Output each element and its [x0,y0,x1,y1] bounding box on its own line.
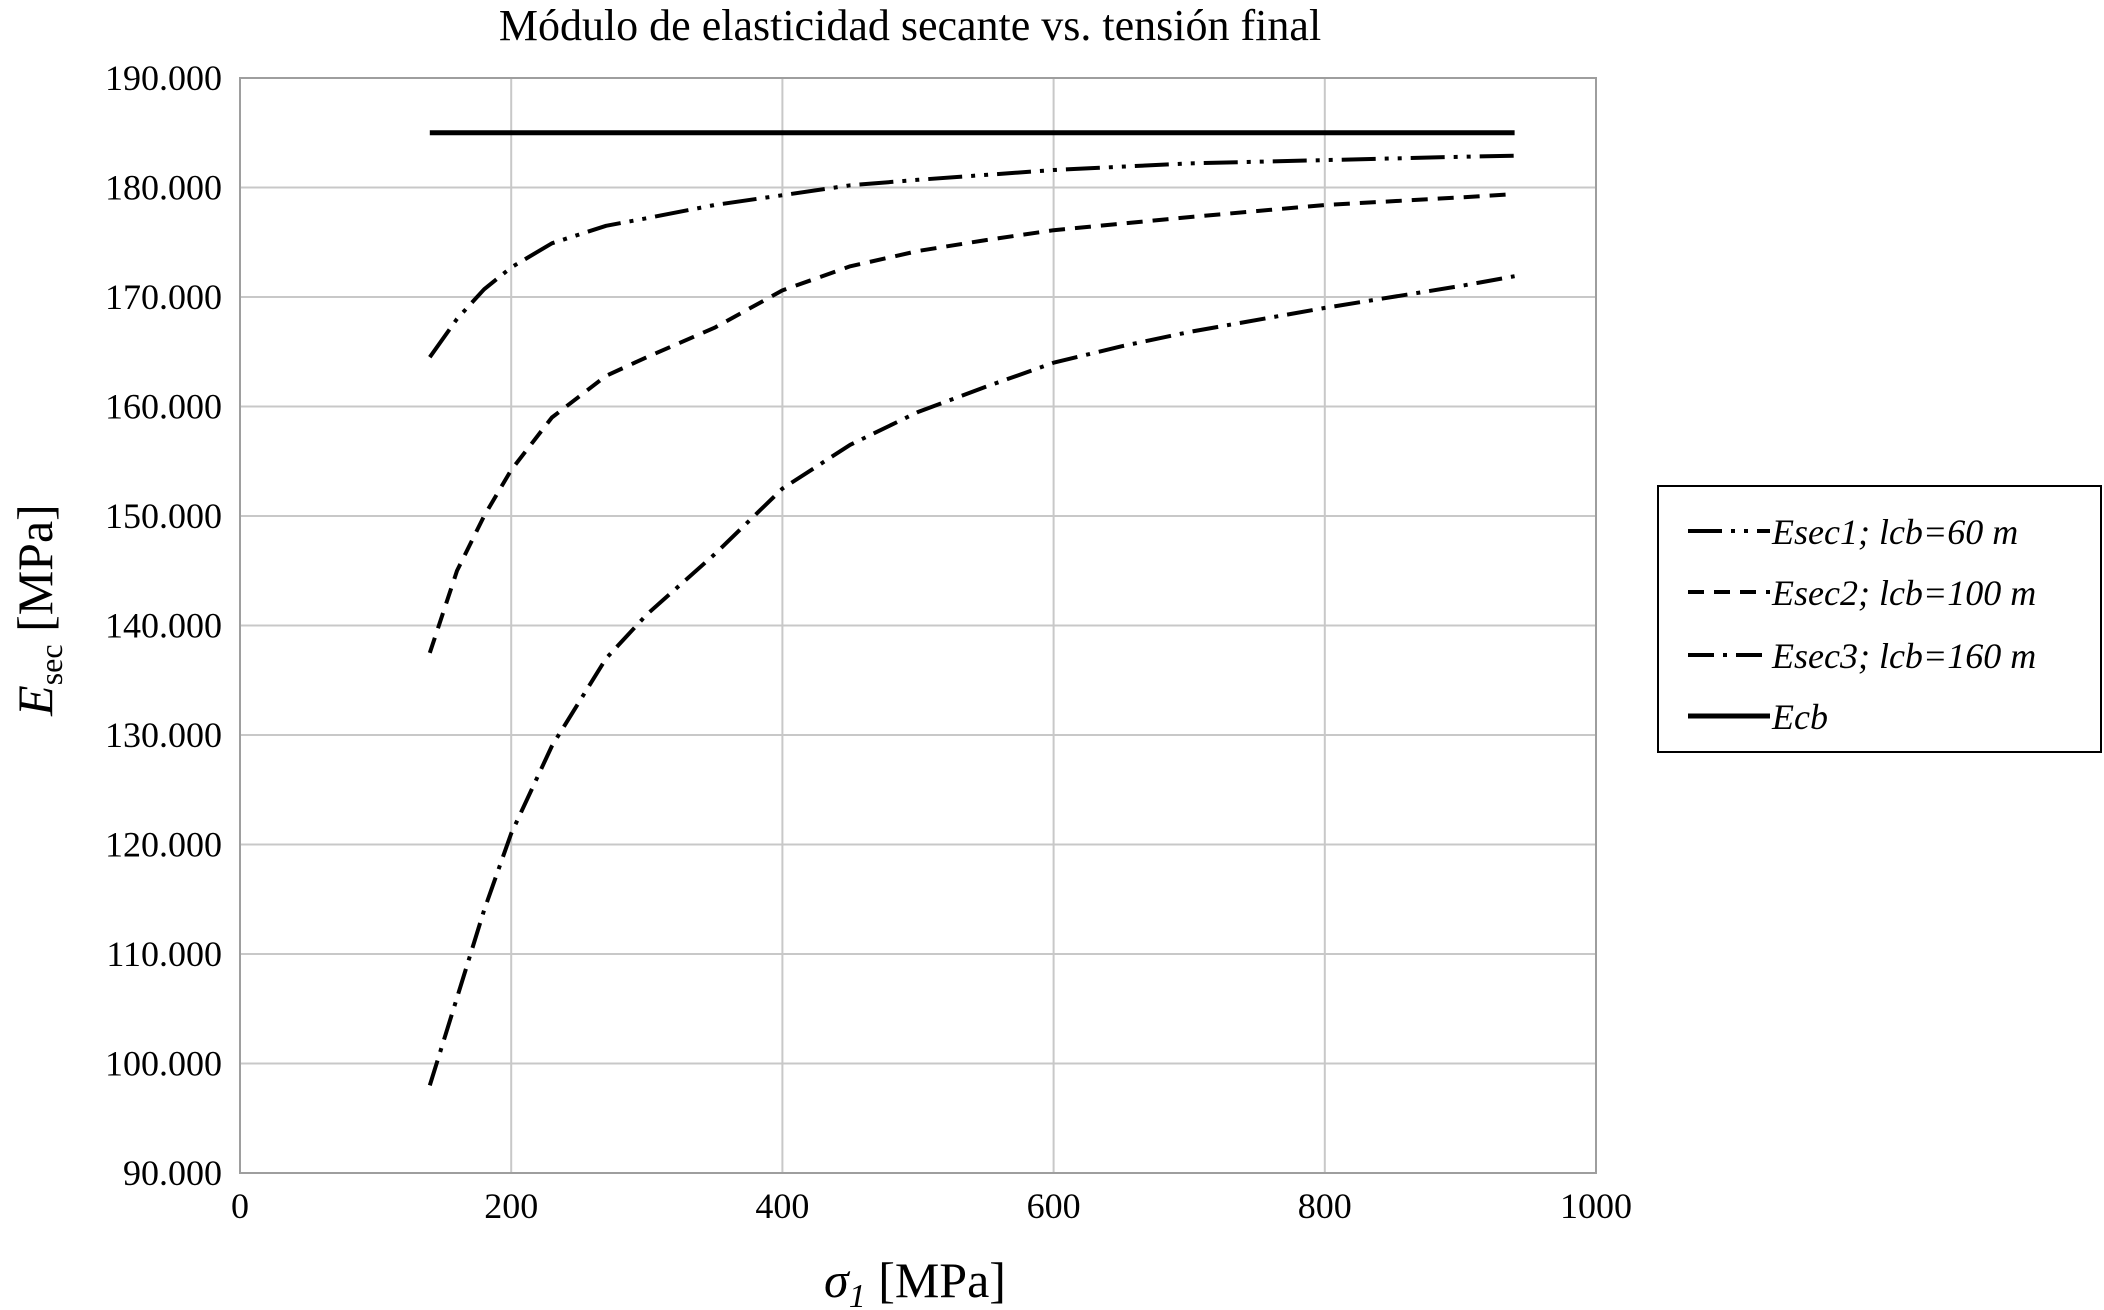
chart-title: Módulo de elasticidad secante vs. tensió… [499,1,1321,50]
x-tick-label: 200 [484,1186,538,1226]
x-tick-label: 0 [231,1186,249,1226]
y-tick-label: 130.000 [105,715,222,755]
y-tick-label: 110.000 [106,934,222,974]
series-line-2 [427,192,1515,654]
y-axis-label-unit: [MPa] [7,504,63,644]
x-axis-label: σ1 [MPa] [824,1252,1006,1310]
y-tick-label: 170.000 [105,277,222,317]
legend-label-3: Esec3; lcb=160 m [1771,636,2036,676]
x-axis-label-unit: [MPa] [866,1252,1006,1308]
y-tick-label: 90.000 [123,1153,222,1193]
x-axis-label-symbol: σ [824,1252,851,1308]
y-tick-label: 180.000 [105,168,222,208]
series-line-3 [427,274,1515,1086]
plot-frame [239,77,1597,1174]
x-axis-tick-labels: 0 200 400 600 800 1000 [231,1186,1632,1226]
y-tick-label: 150.000 [105,496,222,536]
y-axis-tick-labels: 90.000 100.000 110.000 120.000 130.000 140.00… [105,58,222,1193]
y-tick-label: 160.000 [105,387,222,427]
y-tick-label: 100.000 [105,1044,222,1084]
plot-area [239,77,1597,1174]
x-tick-label: 600 [1027,1186,1081,1226]
series-layer [427,130,1515,1086]
y-axis-label-subscript: sec [33,644,69,685]
x-tick-label: 800 [1298,1186,1352,1226]
x-tick-label: 1000 [1560,1186,1632,1226]
x-tick-label: 400 [755,1186,809,1226]
y-tick-label: 190.000 [105,58,222,98]
series-line-1 [428,153,1515,359]
y-tick-label: 140.000 [105,606,222,646]
x-axis-label-subscript: 1 [849,1278,866,1310]
legend: Esec1; lcb=60 m Esec2; lcb=100 m Esec3; lc… [1657,485,2102,753]
legend-label-4: Ecb [1771,697,1828,737]
legend-label-2: Esec2; lcb=100 m [1771,573,2036,613]
y-axis-label: Esec [MPa] [7,504,69,717]
legend-label-1: Esec1; lcb=60 m [1771,512,2018,552]
y-axis-label-symbol: E [7,685,63,717]
y-tick-label: 120.000 [105,825,222,865]
